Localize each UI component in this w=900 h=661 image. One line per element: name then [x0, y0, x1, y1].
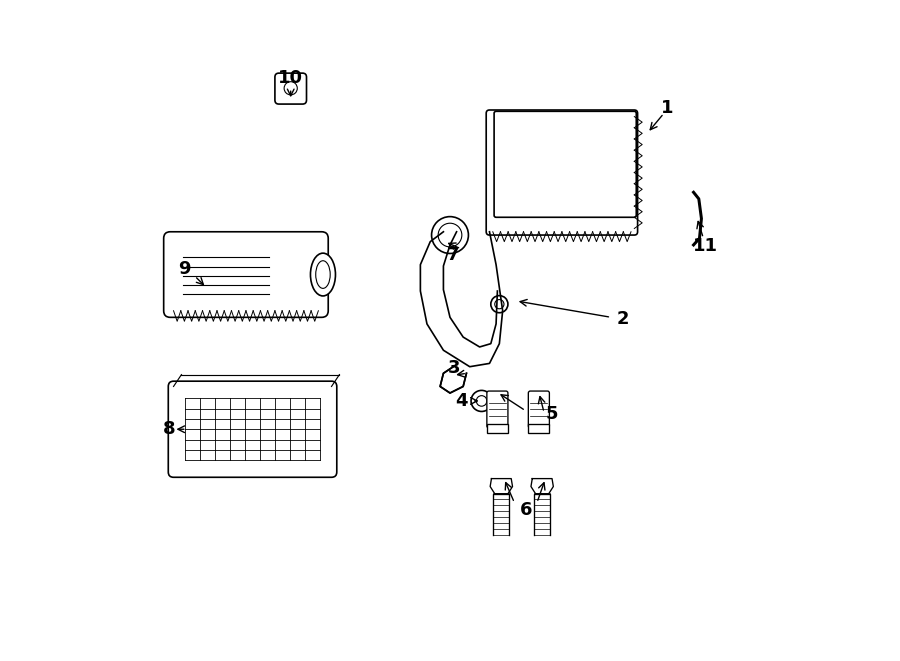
Bar [487, 424, 508, 432]
FancyBboxPatch shape [274, 73, 307, 104]
FancyBboxPatch shape [487, 391, 508, 428]
Ellipse shape [310, 253, 336, 296]
Text: 1: 1 [661, 99, 673, 117]
Text: 9: 9 [178, 260, 191, 278]
FancyBboxPatch shape [164, 232, 328, 317]
Text: 7: 7 [447, 247, 460, 264]
FancyBboxPatch shape [528, 391, 549, 428]
Polygon shape [531, 479, 554, 494]
Ellipse shape [316, 260, 330, 288]
FancyBboxPatch shape [494, 111, 636, 217]
Text: 3: 3 [447, 359, 460, 377]
Text: 4: 4 [455, 392, 468, 410]
Text: 11: 11 [693, 237, 718, 255]
Polygon shape [491, 479, 512, 494]
FancyBboxPatch shape [168, 381, 337, 477]
Text: 6: 6 [519, 500, 532, 518]
Bar [528, 424, 549, 432]
Text: 5: 5 [545, 405, 558, 423]
FancyBboxPatch shape [486, 110, 637, 235]
Text: 2: 2 [616, 309, 629, 328]
Polygon shape [440, 367, 466, 393]
Text: 10: 10 [278, 69, 303, 87]
Text: 8: 8 [163, 420, 176, 438]
